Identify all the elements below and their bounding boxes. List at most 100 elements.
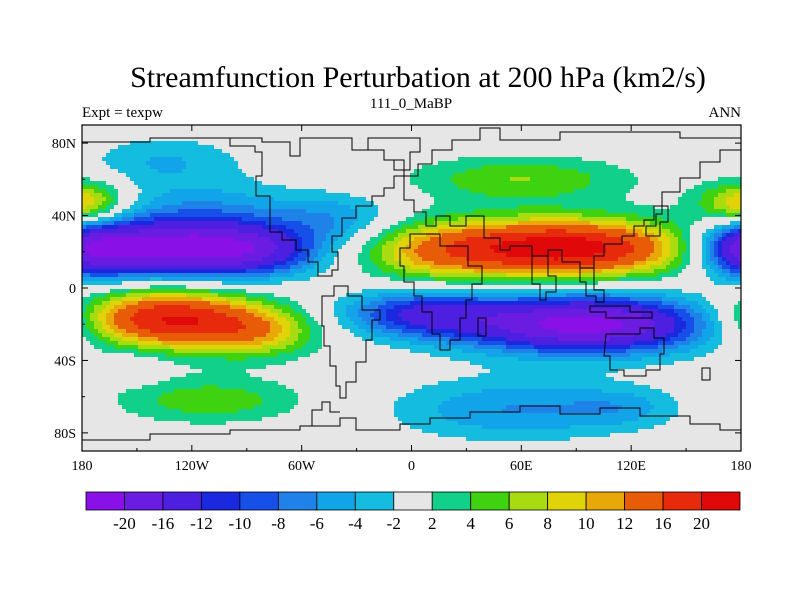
- field-cell: [550, 173, 555, 178]
- field-cell: [702, 189, 707, 194]
- field-cell: [270, 173, 275, 178]
- field-cell: [202, 173, 207, 178]
- field-cell: [570, 141, 575, 146]
- field-cell: [486, 217, 491, 222]
- field-cell: [254, 129, 259, 134]
- field-cell: [418, 205, 423, 210]
- field-cell: [626, 241, 631, 246]
- field-cell: [738, 173, 741, 178]
- field-cell: [562, 153, 567, 158]
- field-cell: [670, 225, 675, 230]
- field-cell: [306, 197, 311, 202]
- field-cell: [486, 177, 491, 182]
- field-cell: [638, 177, 643, 182]
- field-cell: [314, 173, 319, 178]
- field-cell: [434, 133, 439, 138]
- field-cell: [670, 157, 675, 162]
- field-cell: [362, 169, 367, 174]
- field-cell: [234, 213, 239, 218]
- field-cell: [142, 237, 147, 242]
- field-cell: [82, 173, 87, 178]
- field-cell: [290, 149, 295, 154]
- field-cell: [230, 229, 235, 234]
- field-cell: [714, 169, 719, 174]
- field-cell: [638, 181, 643, 186]
- field-cell: [210, 185, 215, 190]
- field-cell: [462, 193, 467, 198]
- field-cell: [366, 229, 371, 234]
- field-cell: [262, 221, 267, 226]
- field-cell: [390, 237, 395, 242]
- field-cell: [318, 241, 323, 246]
- field-cell: [254, 125, 259, 130]
- field-cell: [178, 209, 183, 214]
- field-cell: [546, 193, 551, 198]
- field-cell: [114, 149, 119, 154]
- field-cell: [230, 145, 235, 150]
- field-cell: [338, 137, 343, 142]
- field-cell: [546, 157, 551, 162]
- field-cell: [398, 193, 403, 198]
- field-cell: [562, 237, 567, 242]
- field-cell: [394, 169, 399, 174]
- field-cell: [158, 197, 163, 202]
- field-cell: [398, 137, 403, 142]
- field-cell: [606, 181, 611, 186]
- field-cell: [314, 177, 319, 182]
- field-cell: [350, 217, 355, 222]
- field-cell: [526, 189, 531, 194]
- field-cell: [650, 205, 655, 210]
- field-cell: [82, 241, 87, 246]
- field-cell: [362, 201, 367, 206]
- field-cell: [150, 169, 155, 174]
- field-cell: [246, 177, 251, 182]
- field-cell: [398, 241, 403, 246]
- field-cell: [386, 237, 391, 242]
- field-cell: [406, 225, 411, 230]
- field-cell: [606, 209, 611, 214]
- field-cell: [210, 217, 215, 222]
- field-cell: [226, 229, 231, 234]
- field-cell: [606, 129, 611, 134]
- field-cell: [206, 221, 211, 226]
- field-cell: [450, 129, 455, 134]
- field-cell: [570, 213, 575, 218]
- field-cell: [738, 193, 741, 198]
- field-cell: [254, 173, 259, 178]
- field-cell: [274, 165, 279, 170]
- field-cell: [98, 129, 103, 134]
- field-cell: [674, 221, 679, 226]
- field-cell: [662, 233, 667, 238]
- field-cell: [526, 205, 531, 210]
- field-cell: [566, 169, 571, 174]
- field-cell: [590, 157, 595, 162]
- field-cell: [386, 149, 391, 154]
- field-cell: [90, 201, 95, 206]
- field-cell: [326, 133, 331, 138]
- field-cell: [458, 241, 463, 246]
- field-cell: [306, 213, 311, 218]
- field-cell: [466, 153, 471, 158]
- field-cell: [178, 241, 183, 246]
- field-cell: [622, 129, 627, 134]
- field-cell: [258, 145, 263, 150]
- field-cell: [682, 185, 687, 190]
- field-cell: [110, 233, 115, 238]
- field-cell: [630, 237, 635, 242]
- field-cell: [430, 173, 435, 178]
- field-cell: [450, 181, 455, 186]
- field-cell: [90, 149, 95, 154]
- field-cell: [258, 237, 263, 242]
- field-cell: [146, 157, 151, 162]
- field-cell: [682, 157, 687, 162]
- field-cell: [310, 153, 315, 158]
- field-cell: [622, 213, 627, 218]
- field-cell: [94, 245, 99, 250]
- field-cell: [110, 125, 115, 130]
- field-cell: [598, 141, 603, 146]
- field-cell: [482, 145, 487, 150]
- field-cell: [730, 225, 735, 230]
- field-cell: [170, 197, 175, 202]
- field-cell: [714, 149, 719, 154]
- field-cell: [422, 221, 427, 226]
